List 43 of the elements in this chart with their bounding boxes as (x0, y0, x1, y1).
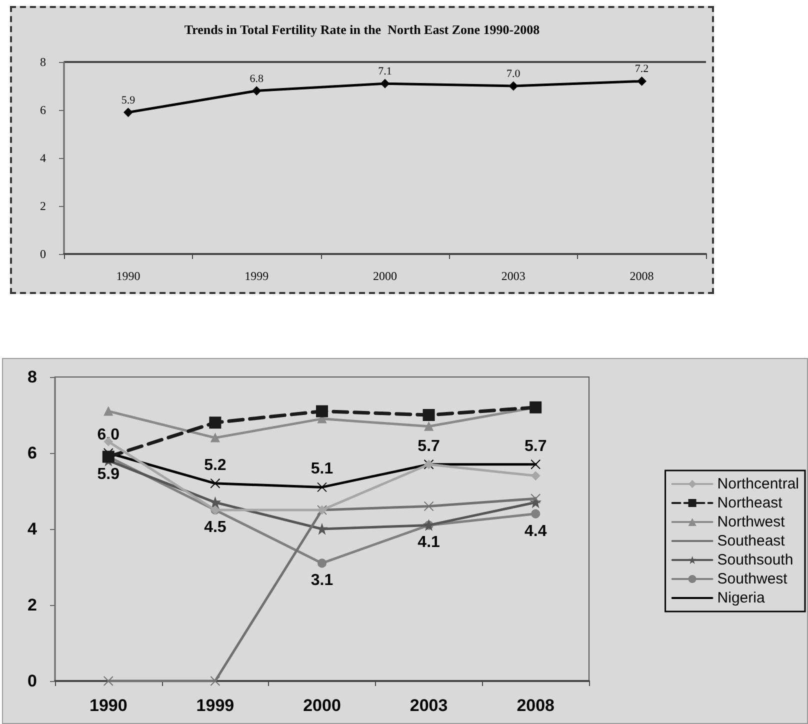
x-tick-label: 2008 (630, 269, 654, 283)
legend-label: Southwest (717, 570, 788, 588)
data-label: 4.1 (418, 534, 440, 552)
x-tick-label: 1990 (89, 696, 128, 715)
data-label: 5.2 (204, 456, 226, 474)
x-tick-label: 1990 (116, 269, 140, 283)
legend-label: Southeast (717, 532, 786, 550)
data-label: 5.9 (121, 94, 136, 106)
data-label: 4.4 (524, 522, 547, 540)
y-tick-label: 4 (40, 151, 46, 165)
y-tick-label: 8 (28, 368, 37, 386)
y-tick-label: 2 (28, 596, 37, 614)
legend-label: Southsouth (717, 552, 794, 568)
x-tick-label: 2008 (516, 696, 555, 715)
data-label: 5.7 (418, 438, 440, 455)
legend-label: Northcentral (717, 476, 799, 492)
y-tick-label: 6 (28, 444, 37, 462)
x-tick-label: 2000 (303, 696, 341, 715)
chart-title: Trends in Total Fertility Rate in the North East Zone 1990-2008 (184, 22, 540, 37)
data-label: 7.0 (506, 68, 521, 80)
data-label: 5.1 (310, 460, 334, 478)
y-tick-label: 0 (28, 672, 37, 690)
data-label: 6.0 (97, 426, 120, 444)
y-tick-label: 8 (40, 55, 46, 69)
data-label: 5.9 (97, 466, 120, 483)
x-tick-label: 2003 (501, 269, 526, 283)
data-label: 6.8 (250, 72, 264, 85)
data-label: 4.5 (204, 519, 226, 536)
x-tick-label: 2003 (410, 696, 448, 715)
x-tick-label: 2000 (373, 269, 397, 283)
y-tick-label: 2 (40, 199, 46, 213)
data-label: 5.7 (524, 438, 547, 455)
y-tick-label: 4 (28, 520, 38, 538)
x-tick-label: 1999 (244, 269, 269, 283)
legend-label: Northwest (717, 514, 786, 530)
data-label: 3.1 (310, 572, 334, 590)
legend-label: Nigeria (717, 590, 766, 606)
y-tick-label: 6 (40, 103, 46, 117)
y-tick-label: 0 (40, 247, 46, 261)
data-label: 7.2 (634, 63, 649, 76)
legend-label: Northeast (717, 494, 784, 512)
data-label: 7.1 (378, 66, 392, 78)
x-tick-label: 1999 (196, 696, 234, 715)
